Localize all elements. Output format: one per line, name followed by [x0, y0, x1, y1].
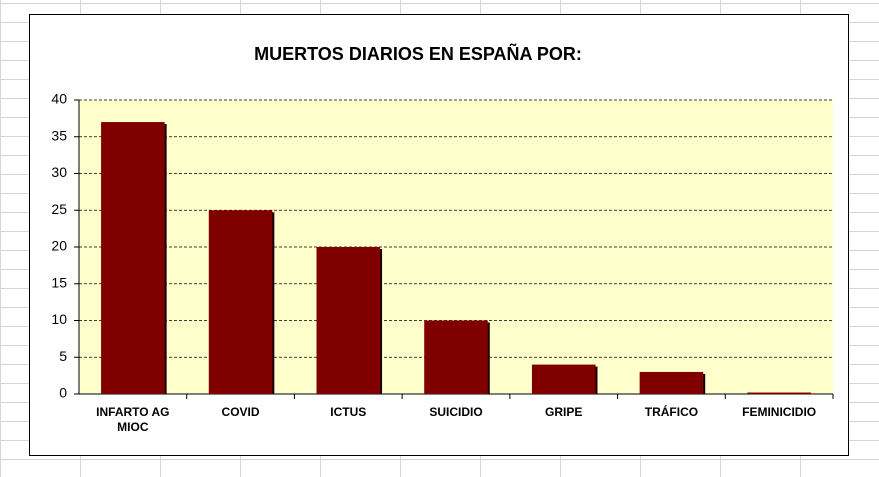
y-tick-label: 30: [51, 164, 67, 180]
y-tick-label: 40: [51, 91, 67, 107]
bar: [424, 320, 488, 394]
y-tick-label: 20: [51, 238, 67, 254]
y-tick-label: 0: [59, 385, 67, 401]
bar: [316, 247, 381, 394]
bar: [747, 392, 811, 394]
bar: [101, 122, 165, 395]
x-tick-label: SUICIDIO: [429, 405, 483, 419]
bar: [531, 364, 596, 394]
chart-title: MUERTOS DIARIOS EN ESPAÑA POR:: [254, 43, 582, 64]
bar: [639, 371, 704, 394]
x-tick-label: COVID: [221, 405, 260, 419]
x-tick-label: INFARTO AG MIOC: [96, 405, 170, 434]
y-tick-label: 10: [51, 311, 67, 327]
x-tick-label: TRÁFICO: [644, 405, 699, 419]
y-tick-label: 25: [51, 201, 67, 217]
y-tick-label: 5: [59, 348, 67, 364]
x-tick-label: ICTUS: [330, 405, 367, 419]
y-tick-label: 15: [51, 274, 67, 290]
y-tick-label: 35: [51, 127, 67, 143]
x-tick-label: GRIPE: [545, 405, 583, 419]
bar: [208, 210, 273, 394]
x-tick-label: FEMINICIDIO: [742, 405, 817, 419]
